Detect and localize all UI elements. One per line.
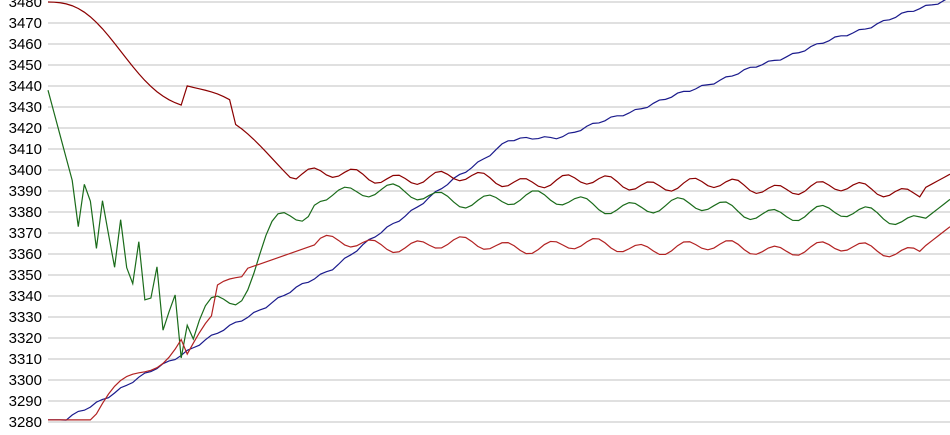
y-axis-tick-3360: 3360 bbox=[9, 246, 42, 263]
y-axis-tick-3480: 3480 bbox=[9, 0, 42, 11]
y-axis-tick-3390: 3390 bbox=[9, 183, 42, 200]
line-chart-svg: 3280 3290 3300 3310 3320 3330 3340 3350 3360 3370… bbox=[0, 0, 950, 435]
y-axis-tick-3450: 3450 bbox=[9, 57, 42, 74]
chart-container: 3280 3290 3300 3310 3320 3330 3340 3350 3360 3370… bbox=[0, 0, 950, 435]
y-axis-tick-3420: 3420 bbox=[9, 120, 42, 137]
y-axis-tick-3380: 3380 bbox=[9, 204, 42, 221]
y-axis-tick-3310: 3310 bbox=[9, 351, 42, 368]
y-axis-labels-group: 3280 3290 3300 3310 3320 3330 3340 3350 3360 3370… bbox=[9, 0, 42, 431]
y-axis-tick-3300: 3300 bbox=[9, 372, 42, 389]
y-axis-tick-3430: 3430 bbox=[9, 99, 42, 116]
y-axis-tick-3340: 3340 bbox=[9, 288, 42, 305]
line-series-green_volatile bbox=[48, 90, 950, 358]
y-axis-tick-3470: 3470 bbox=[9, 15, 42, 32]
line-series-red_volatile_low bbox=[48, 227, 950, 420]
y-axis-tick-3410: 3410 bbox=[9, 141, 42, 158]
y-axis-tick-3440: 3440 bbox=[9, 78, 42, 95]
y-axis-tick-3290: 3290 bbox=[9, 393, 42, 410]
y-axis-tick-3370: 3370 bbox=[9, 225, 42, 242]
y-axis-tick-3400: 3400 bbox=[9, 162, 42, 179]
y-axis-tick-3330: 3330 bbox=[9, 309, 42, 326]
gridlines-group bbox=[48, 2, 950, 422]
line-series-blue_rising bbox=[48, 0, 950, 420]
data-series-group bbox=[48, 0, 950, 420]
y-axis-tick-3460: 3460 bbox=[9, 36, 42, 53]
y-axis-tick-3320: 3320 bbox=[9, 330, 42, 347]
line-series-maroon_declining bbox=[48, 2, 950, 197]
y-axis-tick-3280: 3280 bbox=[9, 414, 42, 431]
y-axis-tick-3350: 3350 bbox=[9, 267, 42, 284]
